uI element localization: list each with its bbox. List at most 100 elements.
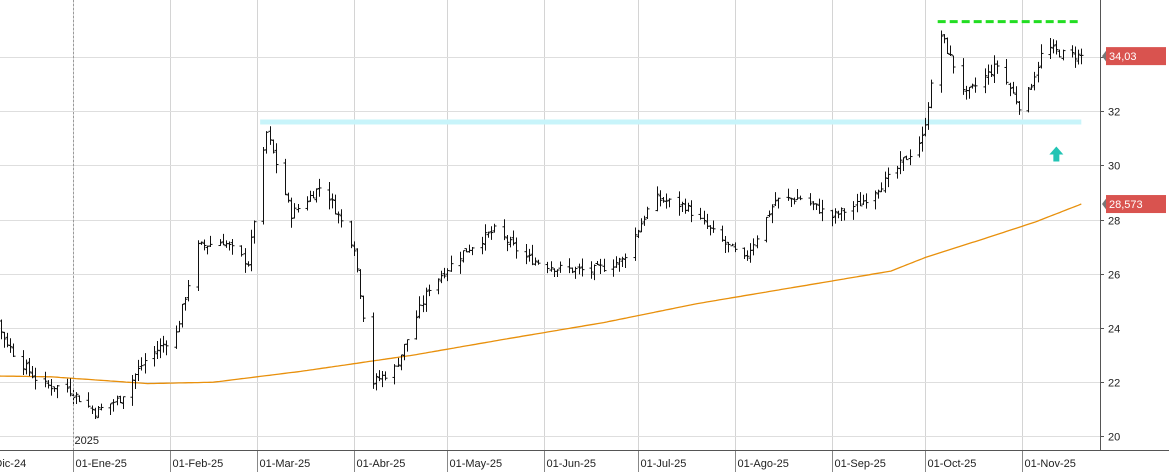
year-marker-label: 2025 — [75, 435, 99, 447]
price-bar — [271, 139, 276, 154]
price-bar — [945, 37, 950, 55]
price-bar — [808, 193, 813, 206]
price-bar — [1079, 48, 1084, 65]
price-bar — [1039, 44, 1044, 69]
price-bar — [1036, 61, 1041, 83]
price-bar — [327, 181, 332, 210]
price-bar — [111, 399, 116, 412]
price-bar — [764, 216, 769, 243]
price-bar — [614, 256, 619, 268]
price-bar — [86, 392, 91, 408]
price-bar — [677, 191, 682, 216]
moving-average-badge-label: 28,573 — [1109, 199, 1143, 211]
price-bar — [1076, 49, 1081, 65]
y-axis-tick-label: 32 — [1108, 107, 1120, 119]
price-bar — [792, 197, 797, 205]
price-bars — [0, 30, 1084, 419]
price-bar — [570, 267, 575, 274]
x-axis-tick-labels: 01-Dic-24 01-Ene-25 01-Feb-25 01-Mar-25 01-A… — [0, 458, 1076, 470]
price-bar — [904, 155, 909, 161]
price-bar — [152, 345, 157, 367]
price-bar — [99, 403, 104, 411]
price-bar — [24, 359, 29, 375]
price-bar — [43, 371, 48, 388]
plot-background — [0, 0, 1100, 450]
price-bar — [183, 297, 188, 311]
price-bar — [830, 209, 835, 227]
moving-average-badge-background — [1106, 195, 1166, 214]
price-bar — [580, 258, 585, 277]
price-bar — [602, 258, 607, 272]
price-bar — [711, 220, 716, 233]
price-bar — [898, 151, 903, 175]
price-bar — [180, 303, 185, 328]
price-bar — [879, 182, 884, 193]
y-axis-tick-label: 26 — [1108, 270, 1120, 282]
price-bar — [1004, 58, 1009, 85]
price-bar — [361, 295, 366, 323]
price-bar — [305, 196, 310, 211]
price-bar — [545, 261, 550, 274]
price-bar — [374, 373, 379, 391]
price-bar — [77, 395, 82, 403]
price-bar — [8, 338, 13, 353]
price-bar — [439, 270, 444, 284]
vertical-gridlines — [73, 0, 1023, 472]
price-bar — [858, 192, 863, 207]
price-bar — [427, 284, 432, 297]
price-bar — [1029, 83, 1034, 90]
price-bar — [767, 210, 772, 218]
price-bar — [11, 343, 16, 358]
price-bar — [589, 261, 594, 279]
year-marker: 2025 — [73, 0, 99, 450]
price-bar — [449, 255, 454, 272]
price-bar — [93, 407, 98, 419]
price-bar — [470, 247, 475, 256]
price-bar — [21, 350, 26, 376]
price-bar — [74, 392, 79, 404]
price-bar — [458, 251, 463, 274]
price-bar — [970, 83, 975, 89]
x-axis-tick-label: 01-Nov-25 — [1025, 458, 1076, 470]
price-bar — [1061, 49, 1066, 61]
price-bar — [1032, 71, 1037, 91]
price-bar — [533, 257, 538, 266]
price-bar — [983, 68, 988, 94]
price-bar — [33, 367, 38, 390]
price-bar — [842, 208, 847, 221]
price-badges: 34,03 28,573 — [1102, 47, 1166, 214]
price-bar — [776, 197, 781, 209]
price-bar — [633, 227, 638, 261]
price-bar — [352, 241, 357, 256]
price-bar — [967, 86, 972, 99]
price-bar — [296, 203, 301, 213]
price-bar — [417, 296, 422, 319]
price-bar — [317, 178, 322, 197]
price-bar — [336, 211, 341, 224]
price-bar — [961, 58, 966, 95]
x-axis-tick-label: 01-Jul-25 — [641, 458, 687, 470]
price-bar — [330, 193, 335, 209]
price-bar — [115, 395, 120, 406]
price-bar — [1051, 39, 1056, 54]
x-axis-tick-label: 01-Abr-25 — [357, 458, 406, 470]
price-bar — [461, 250, 466, 263]
price-bar — [339, 209, 344, 228]
price-bar — [623, 253, 628, 268]
price-bar — [65, 378, 70, 393]
price-bar — [30, 365, 35, 379]
price-bar — [143, 353, 148, 374]
price-bar — [939, 30, 944, 93]
price-bar — [1048, 38, 1053, 59]
price-bar — [617, 257, 622, 272]
price-bar — [908, 149, 913, 166]
price-bar — [392, 364, 397, 385]
price-bar — [2, 331, 7, 348]
price-bar — [161, 335, 166, 353]
price-bar — [886, 167, 891, 188]
y-axis-tick-labels: 2022242628303234 — [1108, 53, 1120, 444]
price-bar — [989, 64, 994, 78]
price-bar — [639, 218, 644, 233]
price-bar — [948, 45, 953, 56]
